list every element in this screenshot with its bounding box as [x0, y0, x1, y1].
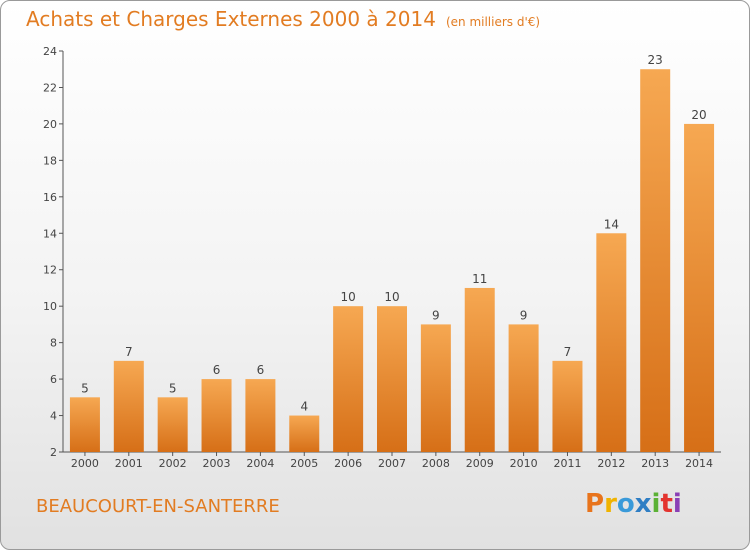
y-tick-label: 4 — [50, 410, 57, 423]
x-tick-label-2012: 2012 — [597, 457, 625, 470]
label-layer: 2000 5 2001 7 2002 5 2003 6 2004 6 2005 4 2006 10 2007… — [71, 53, 713, 470]
logo-letter: r — [604, 489, 617, 519]
bar-2009 — [464, 287, 495, 452]
data-label-2008: 9 — [432, 308, 440, 322]
x-tick-label-2005: 2005 — [290, 457, 318, 470]
bar-2002 — [157, 397, 188, 452]
proxiti-logo[interactable]: Proxiti — [585, 489, 682, 519]
town-name: BEAUCOURT-EN-SANTERRE — [36, 496, 280, 517]
y-tick-label: 12 — [43, 264, 57, 277]
data-label-2006: 10 — [340, 290, 355, 304]
bar-2003 — [201, 379, 232, 452]
x-tick-label-2013: 2013 — [641, 457, 669, 470]
x-tick-label-2007: 2007 — [378, 457, 406, 470]
x-tick-label-2009: 2009 — [466, 457, 494, 470]
data-label-2002: 5 — [169, 381, 177, 395]
data-label-2001: 7 — [125, 345, 133, 359]
bar-2004 — [245, 379, 276, 452]
bar-2006 — [333, 306, 364, 452]
y-tick-label: 14 — [43, 227, 57, 240]
bar-2007 — [377, 306, 407, 452]
data-label-2007: 10 — [384, 290, 399, 304]
data-label-2005: 4 — [300, 400, 308, 414]
x-tick-label-2006: 2006 — [334, 457, 362, 470]
chart-title: Achats et Charges Externes 2000 à 2014 (e… — [26, 7, 540, 31]
logo-letter: t — [660, 489, 673, 519]
data-label-2014: 20 — [691, 108, 706, 122]
y-tick-label: 22 — [43, 81, 57, 94]
bar-2010 — [508, 324, 539, 452]
x-tick-label-2011: 2011 — [553, 457, 581, 470]
bar-2001 — [113, 360, 144, 452]
chart-unit: (en milliers d'€) — [445, 15, 541, 29]
logo-letter: i — [672, 489, 682, 519]
logo-letter: o — [616, 489, 635, 519]
y-tick-label: 18 — [43, 154, 57, 167]
x-tick-label-2008: 2008 — [422, 457, 450, 470]
bar-2005 — [289, 415, 320, 452]
x-tick-label-2000: 2000 — [71, 457, 99, 470]
data-label-2009: 11 — [472, 272, 487, 286]
logo-letter: x — [634, 489, 652, 519]
data-label-2013: 23 — [648, 53, 663, 67]
data-label-2010: 9 — [520, 308, 528, 322]
logo-letter: P — [585, 489, 605, 519]
x-tick-label-2004: 2004 — [246, 457, 274, 470]
chart-title-text: Achats et Charges Externes 2000 à 2014 — [26, 7, 436, 31]
bar-layer — [69, 69, 715, 453]
logo-letter: i — [651, 489, 661, 519]
x-tick-label-2010: 2010 — [510, 457, 538, 470]
bar-2008 — [420, 324, 451, 452]
x-tick-label-2002: 2002 — [159, 457, 187, 470]
y-tick-label: 8 — [50, 337, 57, 350]
x-tick-label-2014: 2014 — [685, 457, 713, 470]
bar-2011 — [552, 360, 583, 452]
data-label-2011: 7 — [564, 345, 572, 359]
x-tick-label-2003: 2003 — [203, 457, 231, 470]
bar-2013 — [640, 69, 671, 453]
y-tick-label: 6 — [50, 373, 57, 386]
y-tick-label: 20 — [43, 118, 57, 131]
bar-2000 — [69, 397, 100, 452]
y-tick-label: 24 — [43, 45, 57, 58]
bar-2014 — [684, 123, 715, 452]
data-label-2012: 14 — [604, 217, 619, 231]
y-tick-label: 16 — [43, 191, 57, 204]
data-label-2000: 5 — [81, 381, 89, 395]
y-tick-label: 2 — [50, 446, 57, 459]
data-label-2003: 6 — [213, 363, 221, 377]
y-tick-label: 10 — [43, 300, 57, 313]
bar-2012 — [596, 233, 627, 452]
x-tick-label-2001: 2001 — [115, 457, 143, 470]
data-label-2004: 6 — [257, 363, 265, 377]
